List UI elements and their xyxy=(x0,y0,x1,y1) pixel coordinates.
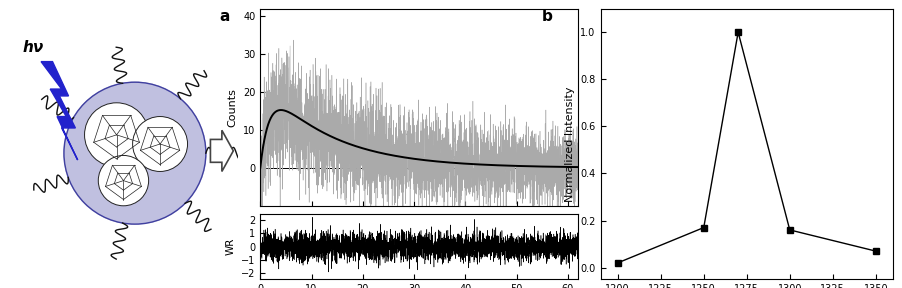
FancyArrow shape xyxy=(210,130,234,171)
Y-axis label: Counts: Counts xyxy=(227,88,237,127)
Text: a: a xyxy=(219,9,229,24)
Circle shape xyxy=(133,117,188,171)
Polygon shape xyxy=(41,62,78,160)
Y-axis label: Normalized Intensity: Normalized Intensity xyxy=(565,86,575,202)
Text: b: b xyxy=(542,9,553,24)
Y-axis label: WR: WR xyxy=(226,238,235,255)
Circle shape xyxy=(98,156,149,206)
Circle shape xyxy=(85,103,149,167)
Circle shape xyxy=(64,82,206,224)
Text: hν: hν xyxy=(23,40,44,56)
